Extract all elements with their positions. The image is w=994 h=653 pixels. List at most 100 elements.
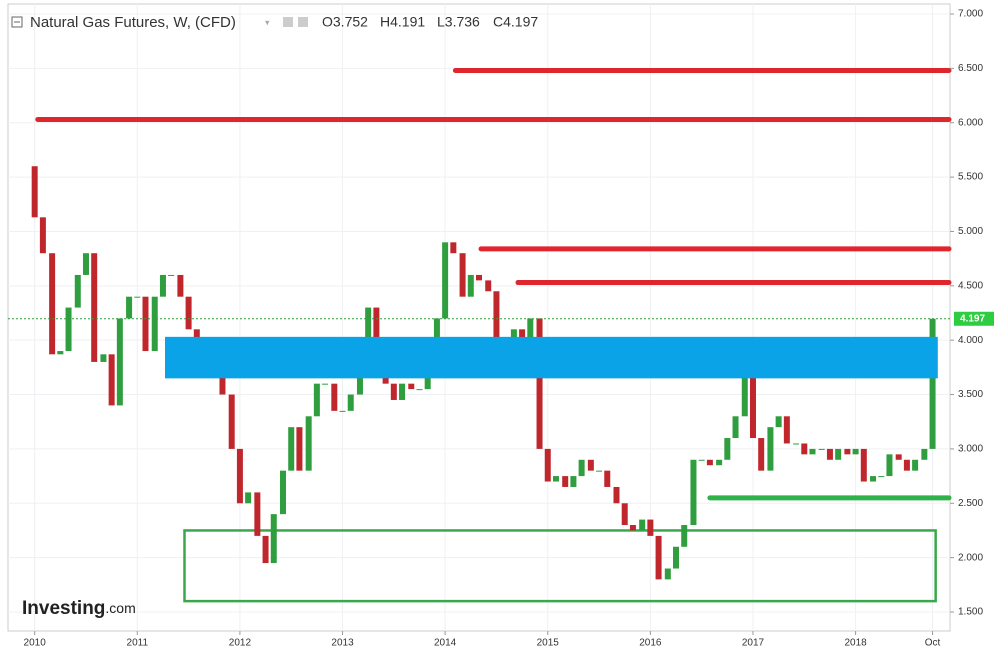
candle-body bbox=[373, 307, 380, 341]
candle-body bbox=[724, 438, 731, 460]
candle-body bbox=[322, 383, 329, 385]
y-tick-label: 6.000 bbox=[958, 117, 983, 128]
dropdown-arrow[interactable]: ▾ bbox=[265, 17, 270, 27]
close-icon[interactable] bbox=[298, 17, 308, 27]
candle-body bbox=[912, 459, 919, 471]
settings-icon[interactable] bbox=[283, 17, 293, 27]
x-tick-label: 2010 bbox=[24, 638, 47, 649]
chart-title: Natural Gas Futures, W, (CFD) bbox=[30, 14, 236, 31]
candle-body bbox=[604, 470, 611, 487]
candle-body bbox=[126, 296, 133, 319]
candle-body bbox=[741, 372, 748, 417]
high-label: H4.191 bbox=[380, 14, 425, 30]
candle-body bbox=[339, 410, 346, 412]
candle-body bbox=[185, 296, 192, 330]
candle-body bbox=[621, 503, 628, 526]
close-label: C4.197 bbox=[493, 14, 538, 30]
plot-frame bbox=[7, 3, 951, 632]
candle-body bbox=[732, 416, 739, 439]
x-tick-label: Oct bbox=[925, 638, 941, 649]
candle-body bbox=[870, 476, 877, 482]
candle-body bbox=[82, 253, 89, 275]
candle-body bbox=[903, 459, 910, 471]
candle-body bbox=[280, 470, 287, 515]
candle-body bbox=[39, 217, 46, 254]
candle-body bbox=[706, 459, 713, 466]
candle-body bbox=[681, 525, 688, 547]
candle-body bbox=[65, 307, 72, 352]
y-tick-label: 4.500 bbox=[958, 280, 983, 291]
candle-body bbox=[168, 274, 175, 276]
candle-body bbox=[929, 318, 936, 449]
watermark-suffix: .com bbox=[105, 600, 135, 616]
last-price-box bbox=[954, 311, 994, 326]
candle-body bbox=[783, 416, 790, 444]
candle-body bbox=[442, 242, 449, 319]
candle-body bbox=[365, 307, 372, 341]
open-label: O3.752 bbox=[322, 14, 368, 30]
candle-body bbox=[288, 427, 295, 471]
candle-body bbox=[587, 459, 594, 471]
candle-body bbox=[100, 354, 107, 362]
y-tick-label: 2.500 bbox=[958, 498, 983, 509]
candle-body bbox=[408, 383, 415, 390]
candle-body bbox=[878, 476, 885, 478]
x-tick-label: 2013 bbox=[331, 638, 354, 649]
watermark-logo: Investing.com bbox=[22, 598, 136, 619]
y-tick-label: 5.500 bbox=[958, 172, 983, 183]
candle-body bbox=[485, 280, 492, 292]
candle-body bbox=[313, 383, 320, 417]
candle-body bbox=[818, 448, 825, 450]
candle-body bbox=[758, 438, 765, 471]
candle-body bbox=[886, 454, 893, 477]
candle-body bbox=[639, 519, 646, 531]
candle-body bbox=[331, 383, 338, 411]
candle-body bbox=[142, 296, 149, 352]
candle-body bbox=[629, 525, 636, 531]
candle-body bbox=[108, 354, 115, 406]
x-tick-label: 2017 bbox=[742, 638, 765, 649]
x-tick-label: 2015 bbox=[537, 638, 560, 649]
candle-body bbox=[673, 546, 680, 569]
candle-body bbox=[450, 242, 457, 254]
candle-body bbox=[664, 568, 671, 580]
candle-body bbox=[296, 427, 303, 471]
candle-body bbox=[476, 274, 482, 281]
candle-body bbox=[690, 459, 697, 526]
candle-body bbox=[655, 535, 662, 580]
candle-body bbox=[613, 486, 620, 504]
plot-content bbox=[8, 4, 952, 631]
candle-body bbox=[570, 476, 577, 487]
candle-body bbox=[236, 448, 243, 504]
candle-body bbox=[270, 514, 277, 564]
candle-body bbox=[536, 318, 543, 449]
candle-body bbox=[809, 448, 816, 455]
candle-body bbox=[49, 253, 56, 355]
y-tick-label: 3.500 bbox=[958, 389, 983, 400]
candle-body bbox=[416, 389, 423, 391]
x-tick-label: 2016 bbox=[639, 638, 662, 649]
candle-body bbox=[852, 448, 859, 455]
candle-body bbox=[399, 383, 406, 400]
candle-body bbox=[835, 448, 842, 460]
candle-body bbox=[578, 459, 585, 477]
y-tick-label: 7.000 bbox=[958, 9, 983, 20]
candle-body bbox=[193, 329, 200, 341]
y-tick-label: 4.000 bbox=[958, 335, 983, 346]
candle-body bbox=[159, 274, 166, 297]
zone bbox=[183, 529, 937, 603]
candle-body bbox=[262, 535, 269, 564]
candle-body bbox=[228, 394, 235, 449]
candle-body bbox=[177, 274, 184, 297]
candle-body bbox=[767, 427, 774, 471]
candle-body bbox=[775, 416, 782, 428]
candle-body bbox=[151, 296, 158, 352]
candle-body bbox=[31, 166, 38, 218]
candle-body bbox=[347, 394, 354, 411]
candle-body bbox=[467, 274, 474, 297]
candle-body bbox=[459, 253, 466, 297]
last-price-label: 4.197 bbox=[960, 313, 985, 324]
watermark-brand: Investing bbox=[22, 598, 105, 619]
candle-body bbox=[57, 351, 64, 355]
